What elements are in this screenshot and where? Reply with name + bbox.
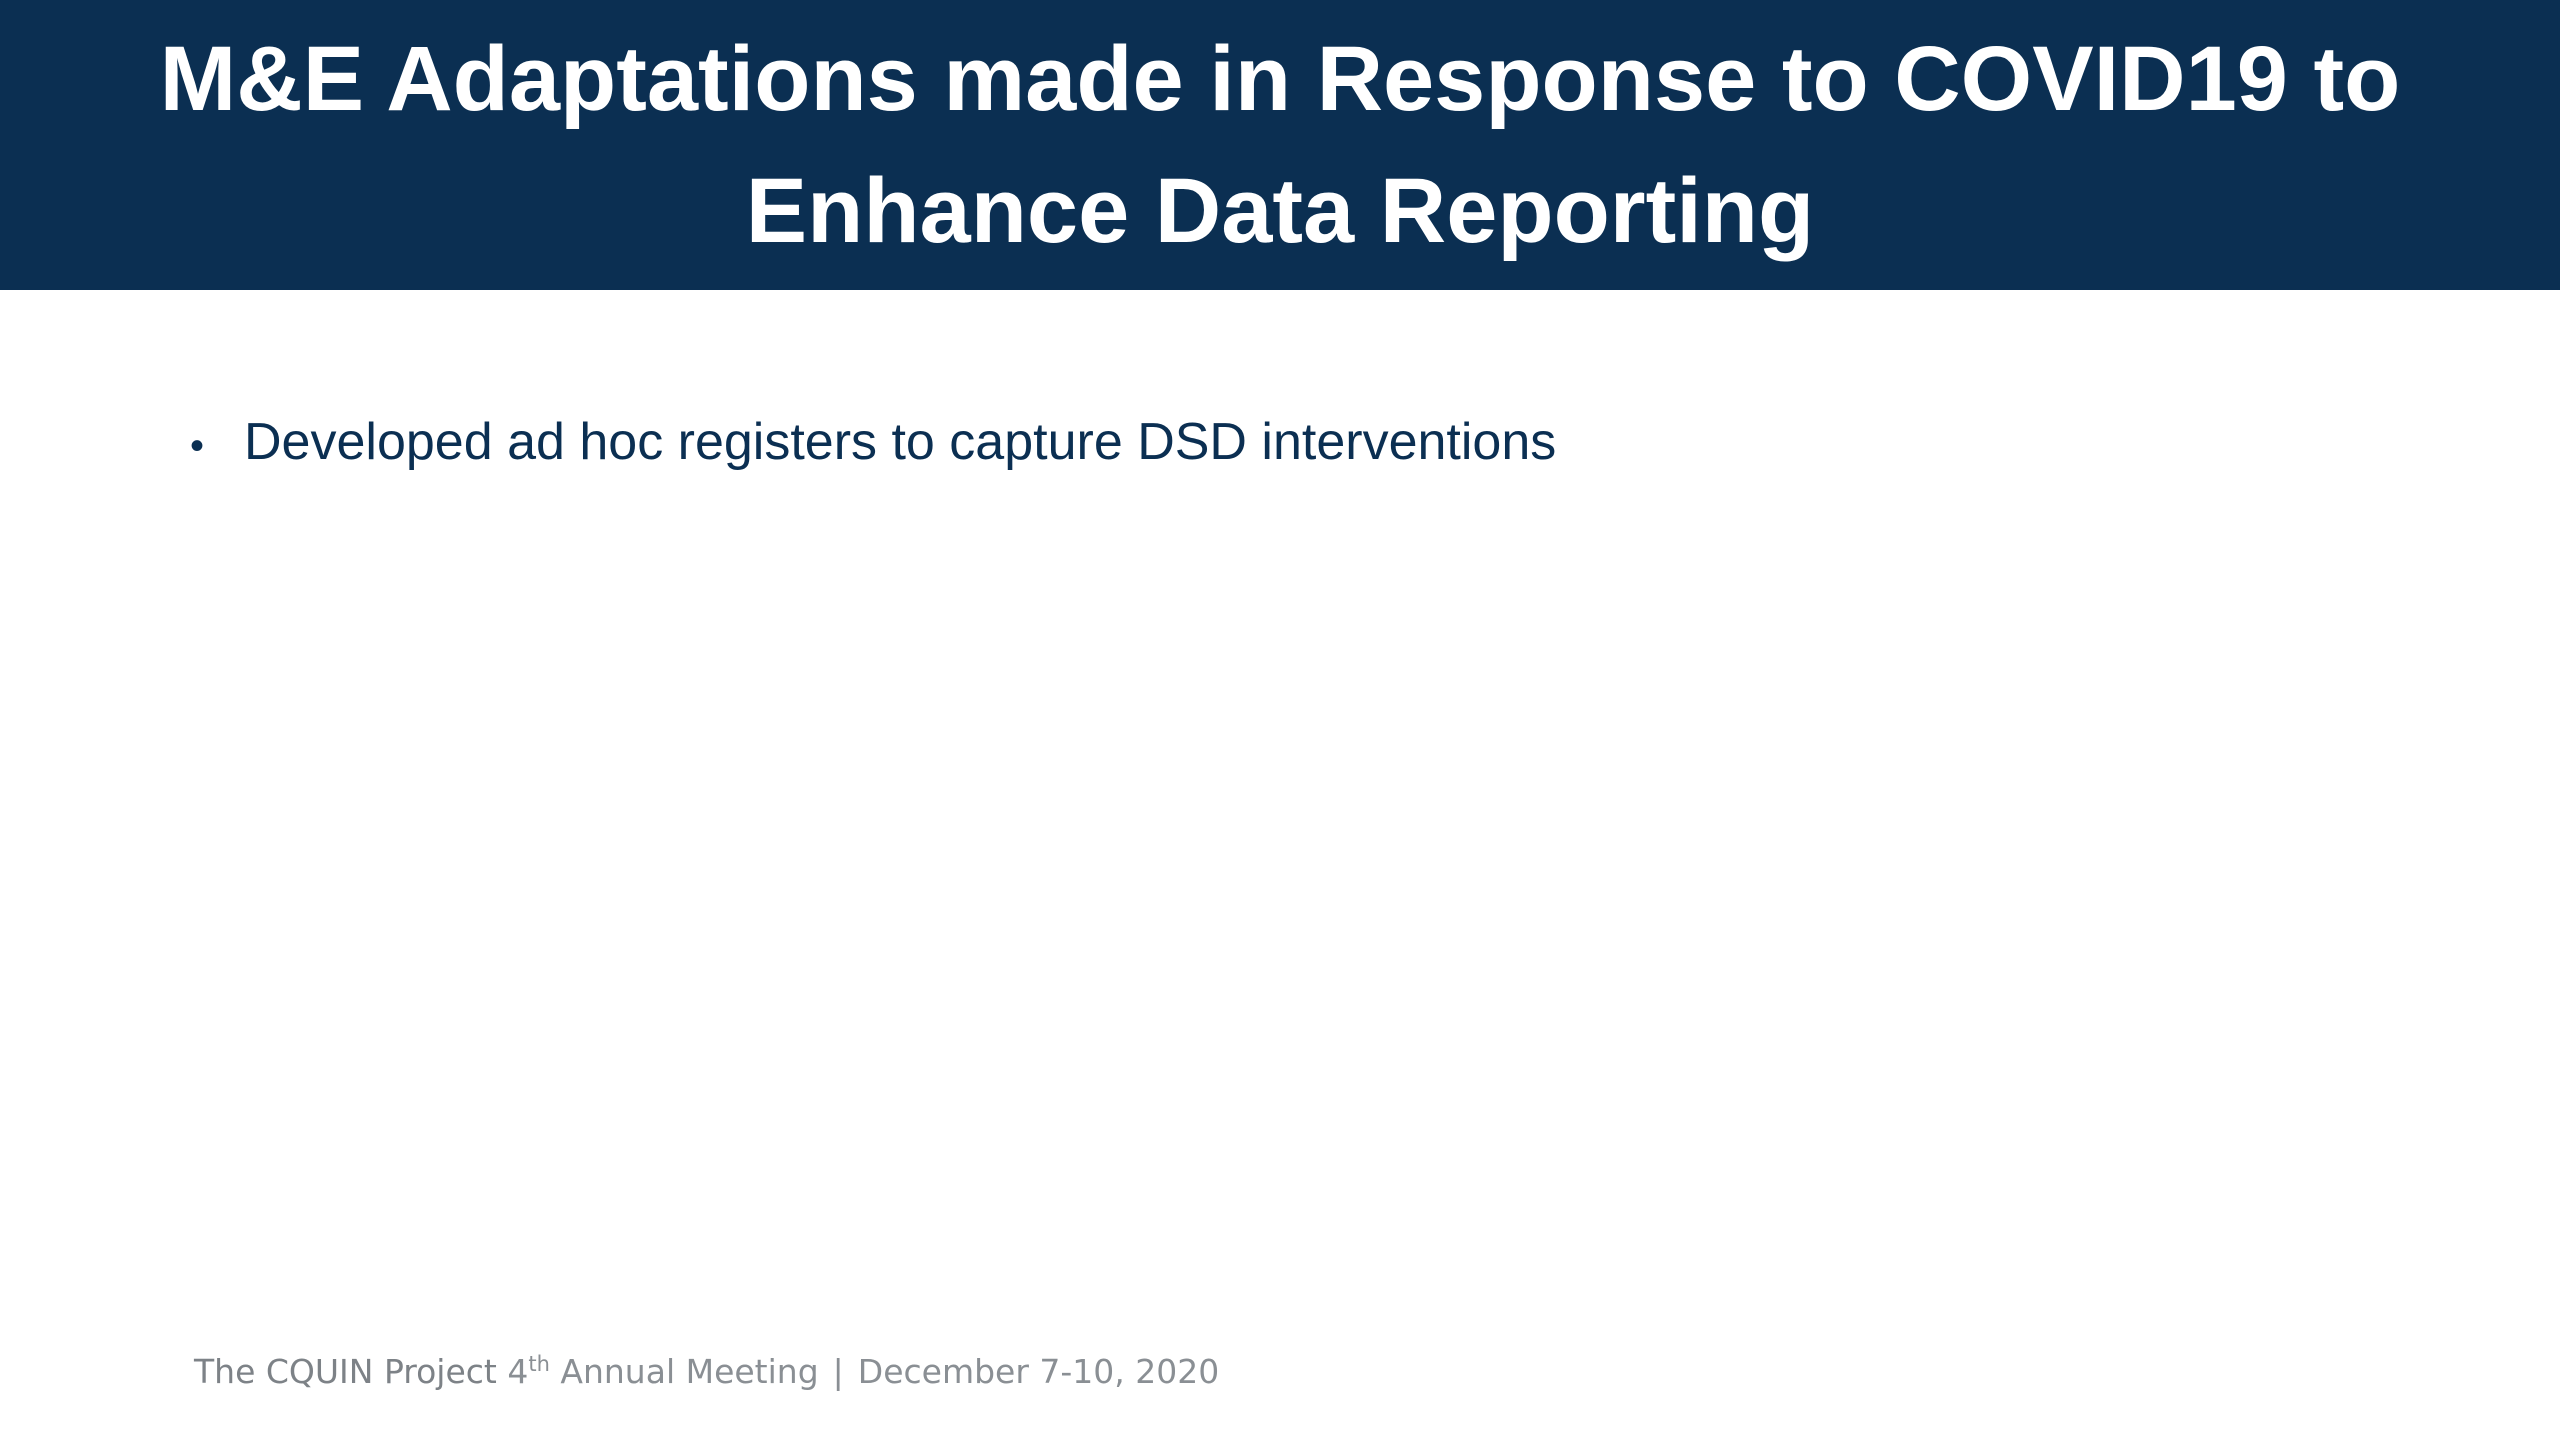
footer-ordinal-number: 4 bbox=[507, 1352, 529, 1391]
footer-meeting-ordinal: 4th bbox=[507, 1352, 550, 1391]
footer-project-name: The CQUIN Project bbox=[194, 1352, 497, 1391]
bullet-dot-icon: • bbox=[190, 424, 205, 468]
title-banner: M&E Adaptations made in Response to COVI… bbox=[0, 0, 2560, 290]
footer-meeting-label: Annual Meeting bbox=[560, 1352, 819, 1391]
bullet-item: • Developed ad hoc registers to capture … bbox=[190, 408, 2390, 480]
footer-dates: December 7-10, 2020 bbox=[857, 1352, 1220, 1391]
footer-ordinal-suffix: th bbox=[528, 1352, 550, 1376]
slide-title: M&E Adaptations made in Response to COVI… bbox=[159, 28, 2401, 262]
footer-separator: | bbox=[832, 1352, 844, 1391]
bullet-text: Developed ad hoc registers to capture DS… bbox=[244, 413, 1557, 471]
footer: The CQUIN Project 4th Annual Meeting | Dec… bbox=[194, 1346, 1219, 1398]
bullet-list: • Developed ad hoc registers to capture … bbox=[190, 408, 2390, 480]
